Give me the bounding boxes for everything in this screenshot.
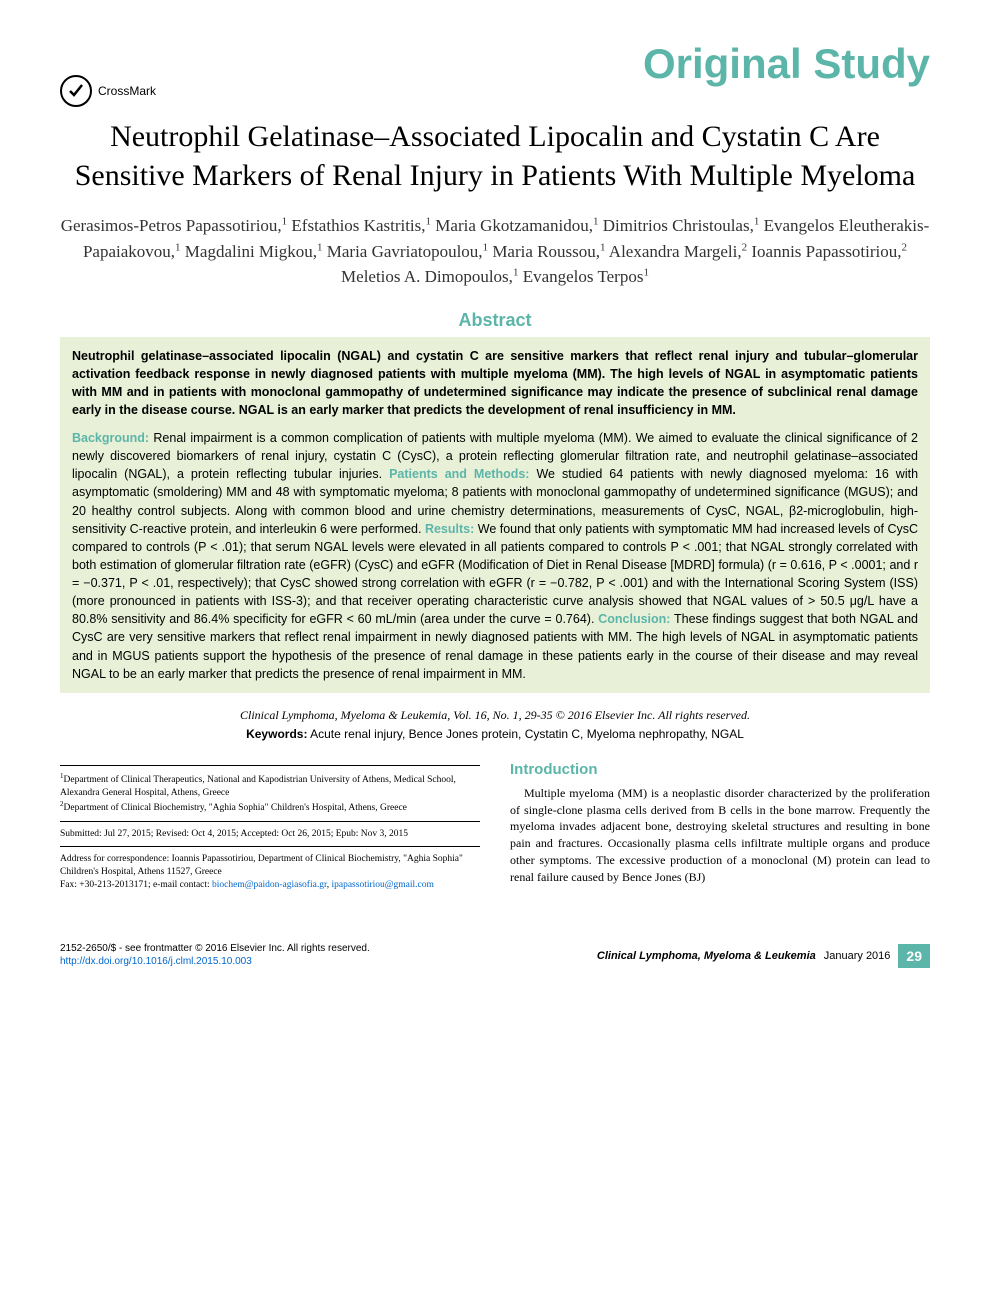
affiliation-2: 2Department of Clinical Biochemistry, "A… (60, 800, 480, 815)
footer-right: Clinical Lymphoma, Myeloma & Leukemia Ja… (597, 944, 930, 968)
conclusion-label: Conclusion: (598, 612, 670, 626)
keywords-line: Keywords: Acute renal injury, Bence Jone… (60, 727, 930, 741)
email-link-1[interactable]: biochem@paidon-agiasofia.gr (212, 880, 327, 890)
abstract-body: Background: Renal impairment is a common… (60, 429, 930, 693)
section-label: Original Study (643, 40, 930, 88)
crossmark-icon (60, 75, 92, 107)
bottom-columns: 1Department of Clinical Therapeutics, Na… (60, 759, 930, 892)
abstract-highlight: Neutrophil gelatinase–associated lipocal… (60, 337, 930, 430)
article-title: Neutrophil Gelatinase–Associated Lipocal… (60, 117, 930, 195)
results-label: Results: (425, 522, 474, 536)
citation-line: Clinical Lymphoma, Myeloma & Leukemia, V… (60, 708, 930, 723)
crossmark-label: CrossMark (98, 84, 156, 98)
keywords-label: Keywords: (246, 727, 307, 741)
correspondence-address: Address for correspondence: Ioannis Papa… (60, 853, 480, 879)
correspondence-contact: Fax: +30-213-2013171; e-mail contact: bi… (60, 879, 480, 892)
abstract-heading: Abstract (60, 310, 930, 331)
introduction-text: Multiple myeloma (MM) is a neoplastic di… (510, 785, 930, 886)
introduction-column: Introduction Multiple myeloma (MM) is a … (510, 759, 930, 892)
page-footer: 2152-2650/$ - see frontmatter © 2016 Els… (60, 942, 930, 968)
journal-name: Clinical Lymphoma, Myeloma & Leukemia (597, 950, 816, 962)
abstract-section: Abstract Neutrophil gelatinase–associate… (60, 310, 930, 693)
author-list: Gerasimos-Petros Papassotiriou,1 Efstath… (60, 213, 930, 290)
background-label: Background: (72, 431, 149, 445)
affiliations-column: 1Department of Clinical Therapeutics, Na… (60, 759, 480, 892)
affiliation-1: 1Department of Clinical Therapeutics, Na… (60, 772, 480, 800)
email-link-2[interactable]: ipapassotiriou@gmail.com (331, 880, 433, 890)
keywords-text: Acute renal injury, Bence Jones protein,… (307, 727, 743, 741)
methods-label: Patients and Methods: (389, 467, 529, 481)
introduction-heading: Introduction (510, 759, 930, 780)
copyright-line: 2152-2650/$ - see frontmatter © 2016 Els… (60, 942, 370, 955)
submission-dates: Submitted: Jul 27, 2015; Revised: Oct 4,… (60, 828, 480, 841)
issue-date: January 2016 (824, 950, 891, 962)
doi-link[interactable]: http://dx.doi.org/10.1016/j.clml.2015.10… (60, 955, 370, 968)
page-number: 29 (898, 944, 930, 968)
results-text: We found that only patients with symptom… (72, 522, 918, 627)
crossmark-badge[interactable]: CrossMark (60, 75, 156, 107)
footer-left: 2152-2650/$ - see frontmatter © 2016 Els… (60, 942, 370, 968)
header-row: CrossMark Original Study (60, 40, 930, 107)
